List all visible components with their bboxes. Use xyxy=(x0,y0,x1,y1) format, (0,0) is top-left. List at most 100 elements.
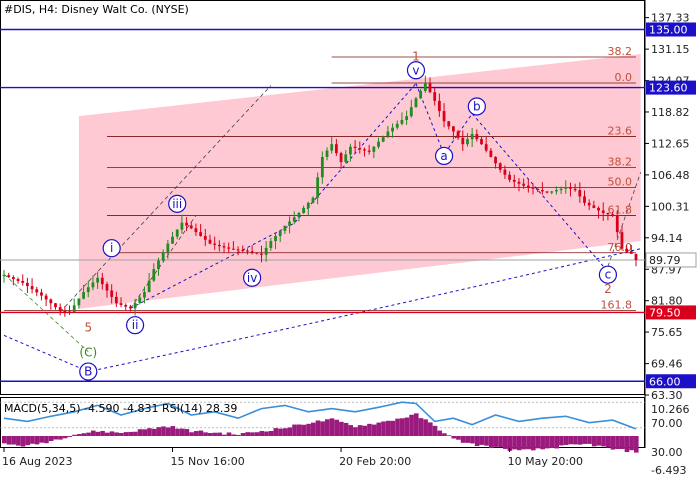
candle-body xyxy=(475,134,479,140)
macd-bar xyxy=(470,436,475,444)
macd-bar xyxy=(72,434,77,436)
macd-bar xyxy=(357,425,363,436)
macd-bar xyxy=(531,436,536,451)
macd-bar xyxy=(339,421,344,436)
wave-circle xyxy=(79,362,98,381)
macd-bar xyxy=(165,427,171,436)
macd-bar xyxy=(559,436,564,446)
macd-bar xyxy=(264,431,269,436)
candle-body xyxy=(40,292,43,296)
macd-bar xyxy=(268,430,274,436)
macd-bar xyxy=(222,434,227,436)
macd-bar xyxy=(62,436,68,439)
macd-bar xyxy=(142,429,148,436)
candle-body xyxy=(283,225,287,231)
macd-bar xyxy=(123,432,129,436)
fib-label: 50.0 xyxy=(608,176,633,189)
macd-bar xyxy=(423,419,428,436)
wave-label: (C) xyxy=(79,346,97,360)
macd-bar xyxy=(474,436,480,447)
candle-body xyxy=(620,232,624,249)
current-price-tag xyxy=(645,252,697,268)
candle-body xyxy=(470,134,474,140)
time-axis-layer: 16 Aug 2023 15 Nov 16:00 20 Feb 20:00 10 Ma… xyxy=(2,448,583,468)
candle-body xyxy=(236,249,240,251)
candle-body xyxy=(119,303,123,305)
macd-bar xyxy=(507,436,513,451)
macd-bar xyxy=(278,428,283,436)
macd-bar xyxy=(619,436,625,449)
macd-bar xyxy=(488,436,494,449)
candle-body xyxy=(77,298,81,306)
macd-bar xyxy=(601,436,606,447)
macd-bar xyxy=(460,436,466,443)
macd-bar xyxy=(86,432,91,436)
macd-bar xyxy=(348,425,354,436)
candle-body xyxy=(306,202,310,208)
wave-label: 2 xyxy=(604,282,612,296)
candle-body xyxy=(213,243,217,245)
candle-body xyxy=(634,253,638,260)
candle-body xyxy=(540,190,544,192)
candle-body xyxy=(536,188,540,191)
macd-bar xyxy=(156,427,162,436)
macd-bar xyxy=(119,433,124,436)
candle-body xyxy=(260,253,263,255)
macd-bar xyxy=(512,436,517,450)
macd-bar xyxy=(301,424,307,436)
macd-bar xyxy=(315,420,321,436)
macd-bar xyxy=(526,436,531,450)
candle-body xyxy=(353,146,357,149)
macd-bar xyxy=(582,436,588,444)
macd-bar xyxy=(306,423,311,436)
helper-dashed-line xyxy=(607,172,642,267)
trend-channel xyxy=(78,53,641,309)
y-tick-label: 137.33 xyxy=(651,12,690,25)
level-tag xyxy=(646,80,696,95)
candle-body xyxy=(185,222,188,226)
candle-body xyxy=(325,150,329,157)
macd-bar xyxy=(498,436,503,448)
candle-body xyxy=(316,177,320,198)
candle-body xyxy=(63,310,67,312)
y-tick-label: 106.48 xyxy=(651,169,690,182)
macd-bar xyxy=(39,436,45,443)
macd-bar xyxy=(282,428,288,436)
candle-body xyxy=(358,148,362,150)
candle-body xyxy=(231,248,235,250)
x-tick-label: 10 May 20:00 xyxy=(508,455,583,468)
candle-body xyxy=(246,250,249,252)
candle-body xyxy=(503,169,507,175)
candle-body xyxy=(143,292,146,298)
candle-body xyxy=(587,202,591,206)
candle-body xyxy=(381,136,385,142)
candle-body xyxy=(86,287,90,293)
candle-body xyxy=(339,153,343,163)
candle-body xyxy=(592,205,596,208)
y-tick-label: 75.65 xyxy=(651,326,683,339)
macd-bar xyxy=(30,436,35,444)
candle-body xyxy=(447,121,451,127)
macd-bar xyxy=(245,432,251,436)
blue-dotted-line xyxy=(3,248,641,373)
candle-body xyxy=(615,215,619,233)
wave-circle-label: iii xyxy=(172,197,182,211)
y-tick-label: 94.14 xyxy=(651,232,683,245)
macd-bar xyxy=(198,430,204,436)
macd-bar xyxy=(114,432,119,436)
candle-body xyxy=(512,179,516,182)
macd-bar xyxy=(409,414,414,436)
macd-bar xyxy=(161,426,166,436)
candle-body xyxy=(250,251,254,253)
macd-bar xyxy=(292,424,297,436)
candle-body xyxy=(494,156,497,164)
macd-bar xyxy=(58,436,63,440)
macd-bar xyxy=(104,432,110,436)
helper-dashed-line xyxy=(130,215,197,309)
macd-bar xyxy=(456,436,461,440)
macd-bar xyxy=(226,432,232,436)
macd-bar xyxy=(250,432,255,436)
candle-body xyxy=(35,289,39,293)
macd-bar xyxy=(184,429,190,436)
price-axis-layer: 137.33131.15124.97118.82112.65106.48100.… xyxy=(645,12,697,402)
